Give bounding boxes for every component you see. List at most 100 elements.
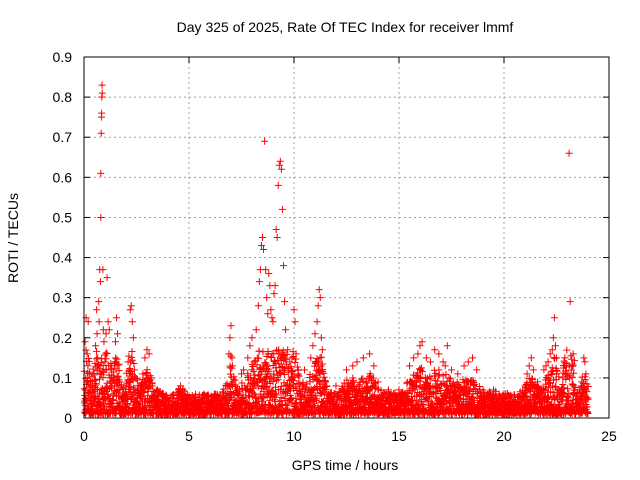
data-point-noise — [272, 376, 280, 384]
data-point-noise — [361, 406, 369, 414]
data-point-noise — [269, 378, 277, 386]
y-tick-label: 0.1 — [53, 370, 73, 386]
y-tick-label: 0.7 — [53, 129, 73, 145]
data-point-noise — [102, 349, 110, 357]
data-point-noise — [259, 397, 267, 405]
data-point-noise — [113, 355, 121, 363]
data-point-noise — [143, 366, 151, 374]
y-tick-label: 0.4 — [53, 250, 73, 266]
data-point-noise — [115, 367, 123, 375]
data-point-noise — [425, 392, 433, 400]
x-tick-label: 5 — [185, 428, 193, 444]
data-point-noise — [290, 373, 298, 381]
data-point-noise — [272, 391, 280, 399]
data-point-noise — [95, 398, 103, 406]
data-point-noise — [245, 400, 253, 408]
data-point-noise — [317, 353, 325, 361]
data-point-noise — [322, 386, 330, 394]
data-point-noise — [84, 369, 92, 377]
data-point-noise — [413, 381, 421, 389]
data-point-noise — [114, 361, 122, 369]
data-point-noise — [267, 353, 275, 361]
y-tick-label: 0 — [64, 410, 72, 426]
data-point-noise — [409, 396, 417, 404]
data-point-noise — [293, 363, 301, 371]
data-point-noise — [244, 392, 252, 400]
grid-lines — [84, 57, 609, 418]
y-tick-label: 0.9 — [53, 49, 73, 65]
data-point-noise — [457, 395, 465, 403]
data-point-noise — [113, 372, 121, 380]
data-point-noise — [291, 359, 299, 367]
data-point-noise — [295, 372, 303, 380]
data-point-noise — [449, 400, 457, 408]
data-point-noise — [296, 380, 304, 388]
data-point-noise — [180, 387, 188, 395]
y-tick-label: 0.6 — [53, 169, 73, 185]
data-point-noise — [85, 357, 93, 365]
data-point-noise — [442, 370, 450, 378]
data-point-noise — [263, 362, 271, 370]
data-point-noise — [282, 356, 290, 364]
data-point-noise — [228, 362, 236, 370]
data-point-noise — [84, 362, 92, 370]
data-point-noise — [354, 382, 362, 390]
data-point-noise — [465, 386, 473, 394]
data-point-noise — [321, 377, 329, 385]
data-point-noise — [259, 393, 267, 401]
x-tick-label: 15 — [391, 428, 407, 444]
data-point-noise — [96, 375, 104, 383]
data-point-noise — [418, 401, 426, 409]
data-point-noise — [113, 382, 121, 390]
data-point-noise — [192, 390, 200, 398]
data-point-noise — [214, 395, 222, 403]
data-point-noise — [470, 382, 478, 390]
data-point-noise — [413, 397, 421, 405]
data-point-noise — [262, 374, 270, 382]
x-axis-label: GPS time / hours — [292, 457, 399, 473]
data-point-noise — [99, 373, 107, 381]
data-point-noise — [230, 373, 238, 381]
data-point-noise — [85, 354, 93, 362]
data-point-noise — [128, 356, 136, 364]
data-point-noise — [249, 362, 257, 370]
x-tick-label: 0 — [80, 428, 88, 444]
data-point-noise — [101, 396, 109, 404]
data-point-noise — [133, 376, 141, 384]
data-point-noise — [250, 367, 258, 375]
data-point-noise — [314, 376, 322, 384]
data-point-noise — [98, 367, 106, 375]
data-point-noise — [127, 367, 135, 375]
data-point-noise — [323, 383, 331, 391]
y-tick-label: 0.5 — [53, 209, 73, 225]
data-point-noise — [257, 376, 265, 384]
data-point-noise — [370, 379, 378, 387]
data-point-noise — [306, 401, 314, 409]
data-point-noise — [313, 395, 321, 403]
y-tick-label: 0.3 — [53, 290, 73, 306]
data-point-noise — [130, 360, 138, 368]
data-point-noise — [418, 368, 426, 376]
data-point-noise — [140, 388, 148, 396]
data-point-noise — [462, 391, 470, 399]
data-point-noise — [313, 355, 321, 363]
data-point-noise — [93, 385, 101, 393]
data-point-noise — [470, 380, 478, 388]
data-point-noise — [128, 347, 136, 355]
data-point-noise — [234, 390, 242, 398]
data-point-noise — [262, 361, 270, 369]
data-point-noise — [291, 383, 299, 391]
data-point-noise — [349, 378, 357, 386]
data-point-noise — [343, 376, 351, 384]
data-point-noise — [422, 378, 430, 386]
chart-title: Day 325 of 2025, Rate Of TEC Index for r… — [177, 19, 514, 35]
x-tick-label: 20 — [496, 428, 512, 444]
data-point-noise — [288, 366, 296, 374]
data-point-noise — [428, 398, 436, 406]
data-point-noise — [148, 382, 156, 390]
data-point-noise — [262, 359, 270, 367]
data-point-noise — [270, 370, 278, 378]
data-point-noise — [145, 383, 153, 391]
data-point-noise — [91, 359, 99, 367]
data-point-noise — [362, 379, 370, 387]
